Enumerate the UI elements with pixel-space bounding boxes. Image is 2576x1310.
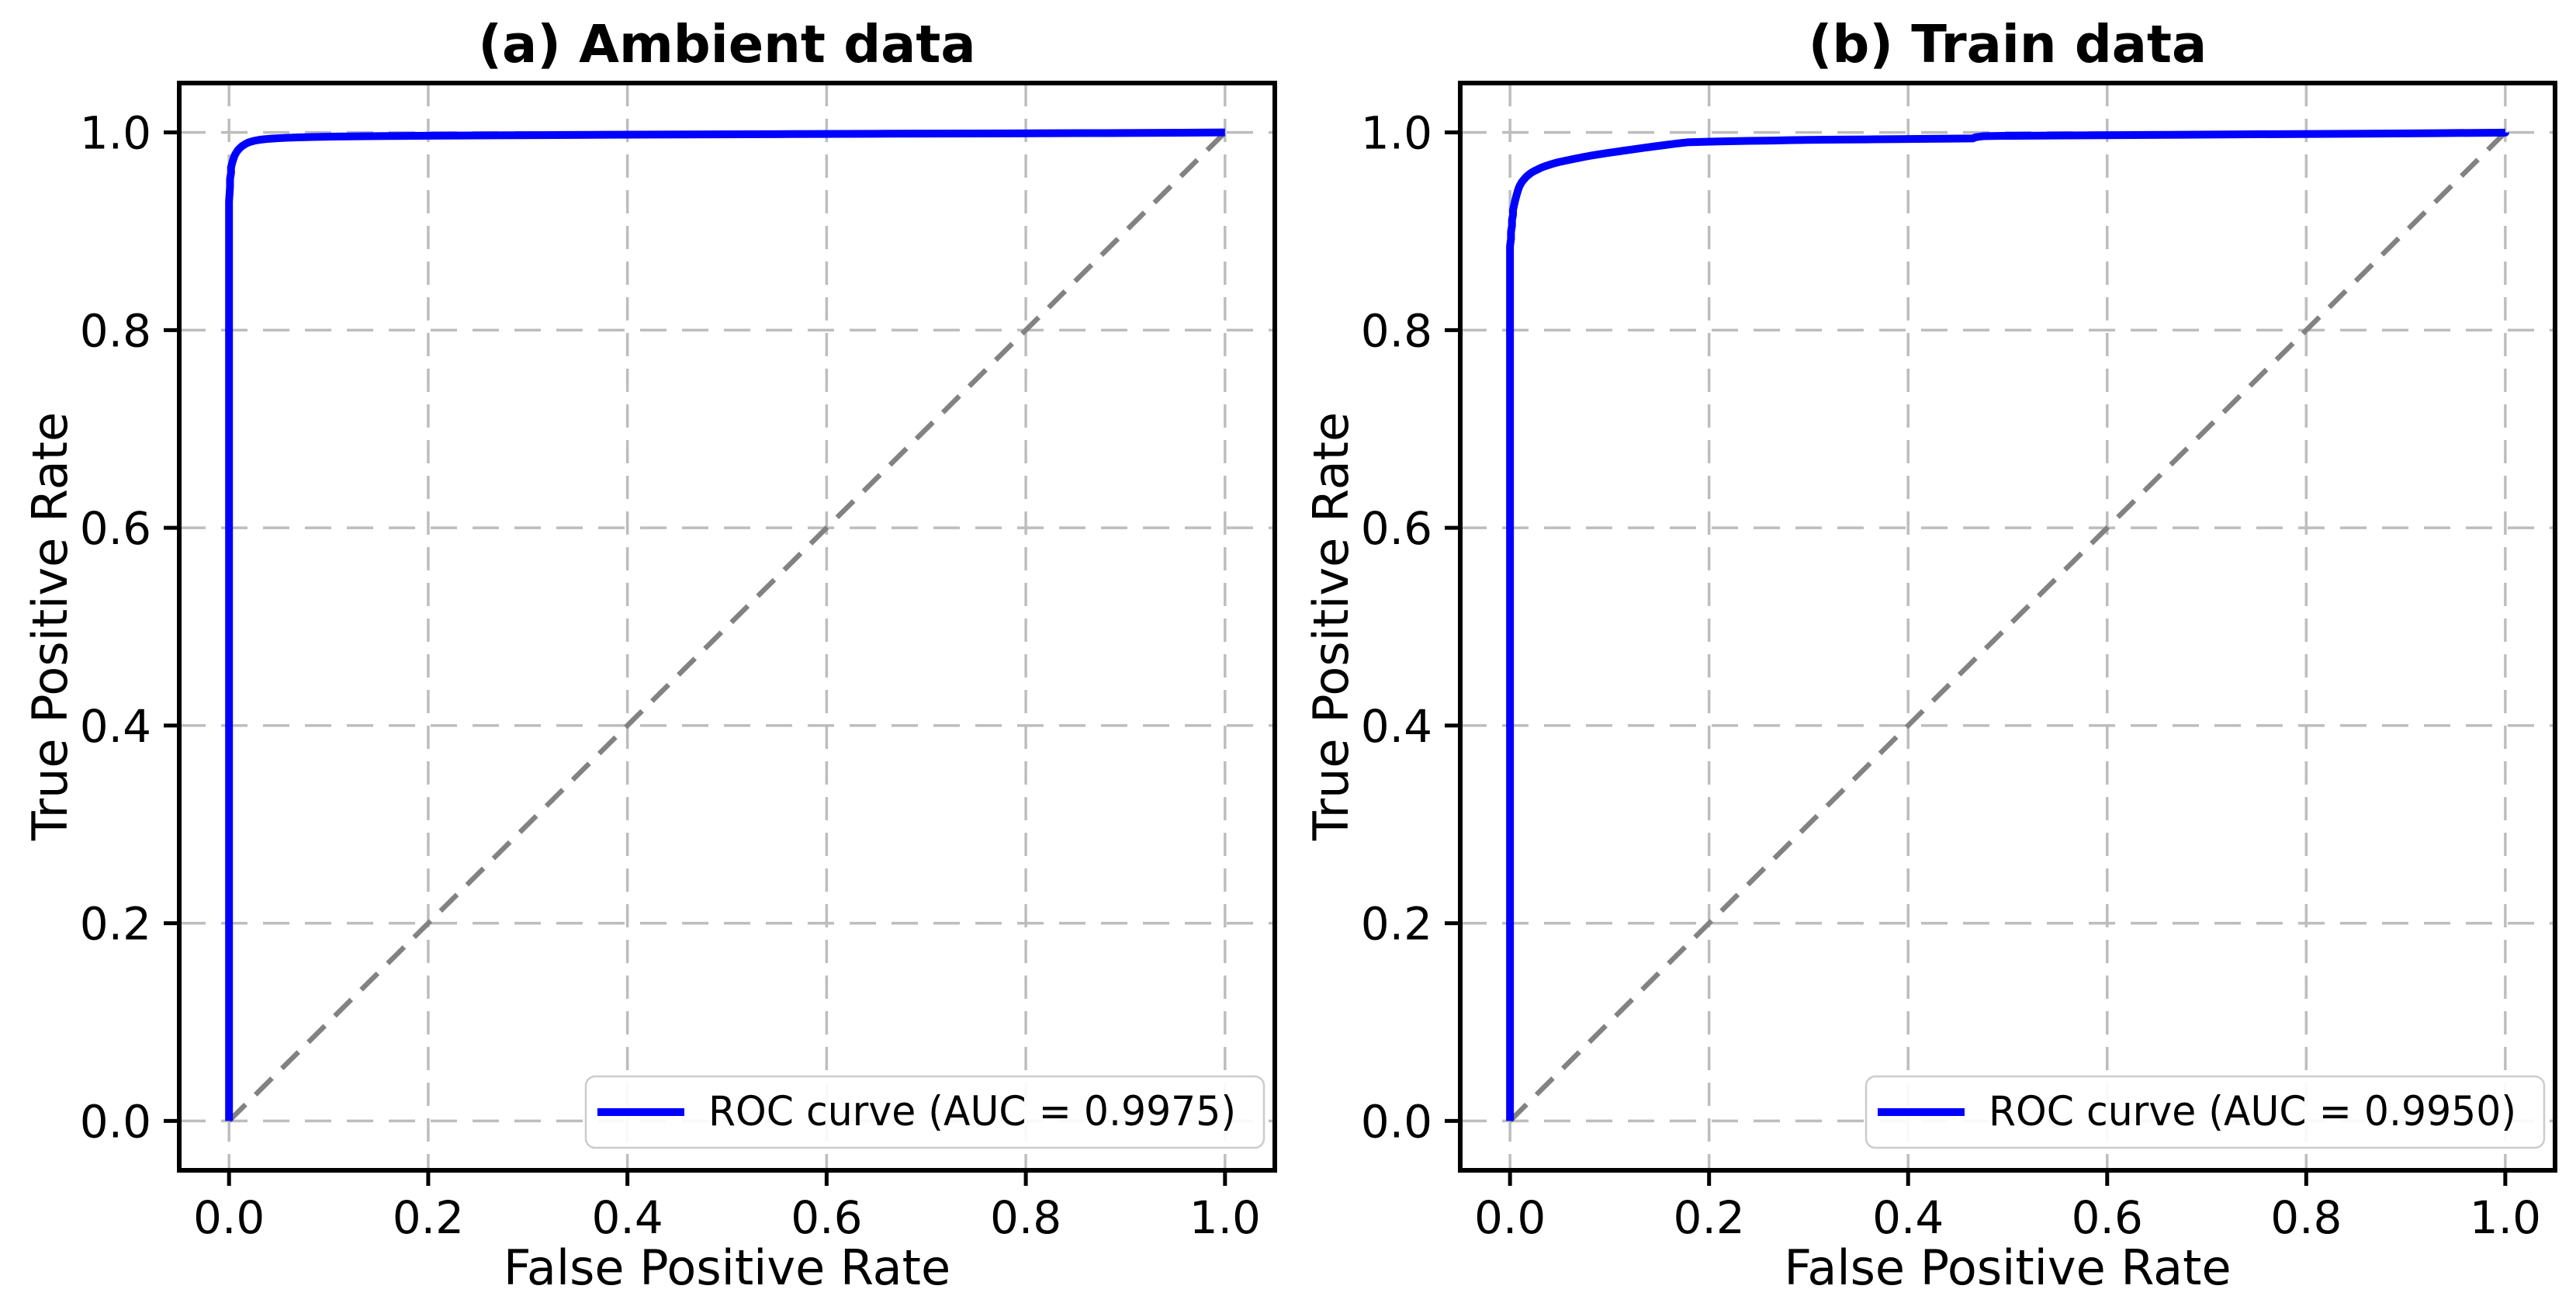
x-axis-label: False Positive Rate [504,1239,950,1296]
x-tick-label: 0.0 [1474,1191,1546,1244]
axes-spines [1458,81,2557,1173]
x-tick-label: 0.2 [393,1191,464,1244]
y-axis-label: True Positive Rate [1303,412,1359,841]
y-tick-label: 1.0 [1361,107,1432,160]
x-tick-label: 0.4 [592,1191,663,1244]
x-tick-label: 1.0 [2470,1191,2541,1244]
chance-diagonal-line [227,130,1227,1123]
panel-b: 0.0 0.2 0.4 0.6 0.8 1.0 0.0 0.2 0.4 0.6 0.8 1.0 (b) … [1303,14,2557,1296]
x-tick-label: 0.0 [193,1191,265,1244]
y-tick-label: 0.4 [1361,700,1432,753]
y-tick-label: 0.8 [80,304,151,357]
y-tick-label: 0.6 [1361,502,1432,555]
legend-label: ROC curve (AUC = 0.9950) [1989,1088,2516,1135]
legend-box [584,1075,1265,1149]
legend: ROC curve (AUC = 0.9950) [1864,1075,2546,1149]
x-tick-label: 0.6 [791,1191,862,1244]
panel-b-title: (b) Train data [1809,14,2207,75]
y-tick-label: 0.6 [80,502,151,555]
axes-spines [177,81,1277,1173]
y-tick-label: 0.4 [80,700,151,753]
x-tick-label: 0.2 [1674,1191,1745,1244]
legend-box [1864,1075,2546,1149]
x-tick-label: 0.8 [2270,1191,2342,1244]
y-tick-label: 0.8 [1361,304,1432,357]
y-tick-label: 0.0 [1361,1095,1432,1148]
roc-curve-line [225,128,1225,1121]
x-tick-label: 1.0 [1189,1191,1261,1244]
legend: ROC curve (AUC = 0.9975) [584,1075,1265,1149]
y-tick-label: 0.0 [80,1095,151,1148]
legend-label: ROC curve (AUC = 0.9975) [708,1088,1236,1135]
x-axis-label: False Positive Rate [1784,1239,2231,1296]
y-tick-label: 0.2 [1361,898,1432,951]
x-tick-label: 0.6 [2072,1191,2143,1244]
roc-curve-line [1506,128,2509,1121]
chance-diagonal-line [1508,130,2508,1123]
panel-a-title: (a) Ambient data [478,14,975,75]
panel-a: 0.0 0.2 0.4 0.6 0.8 1.0 0.0 0.2 0.4 0.6 0.8 1.0 (a) … [22,14,1277,1296]
y-tick-label: 1.0 [80,107,151,160]
x-tick-label: 0.8 [990,1191,1061,1244]
x-tick-label: 0.4 [1872,1191,1944,1244]
y-tick-label: 0.2 [80,898,151,951]
y-axis-label: True Positive Rate [22,412,78,841]
